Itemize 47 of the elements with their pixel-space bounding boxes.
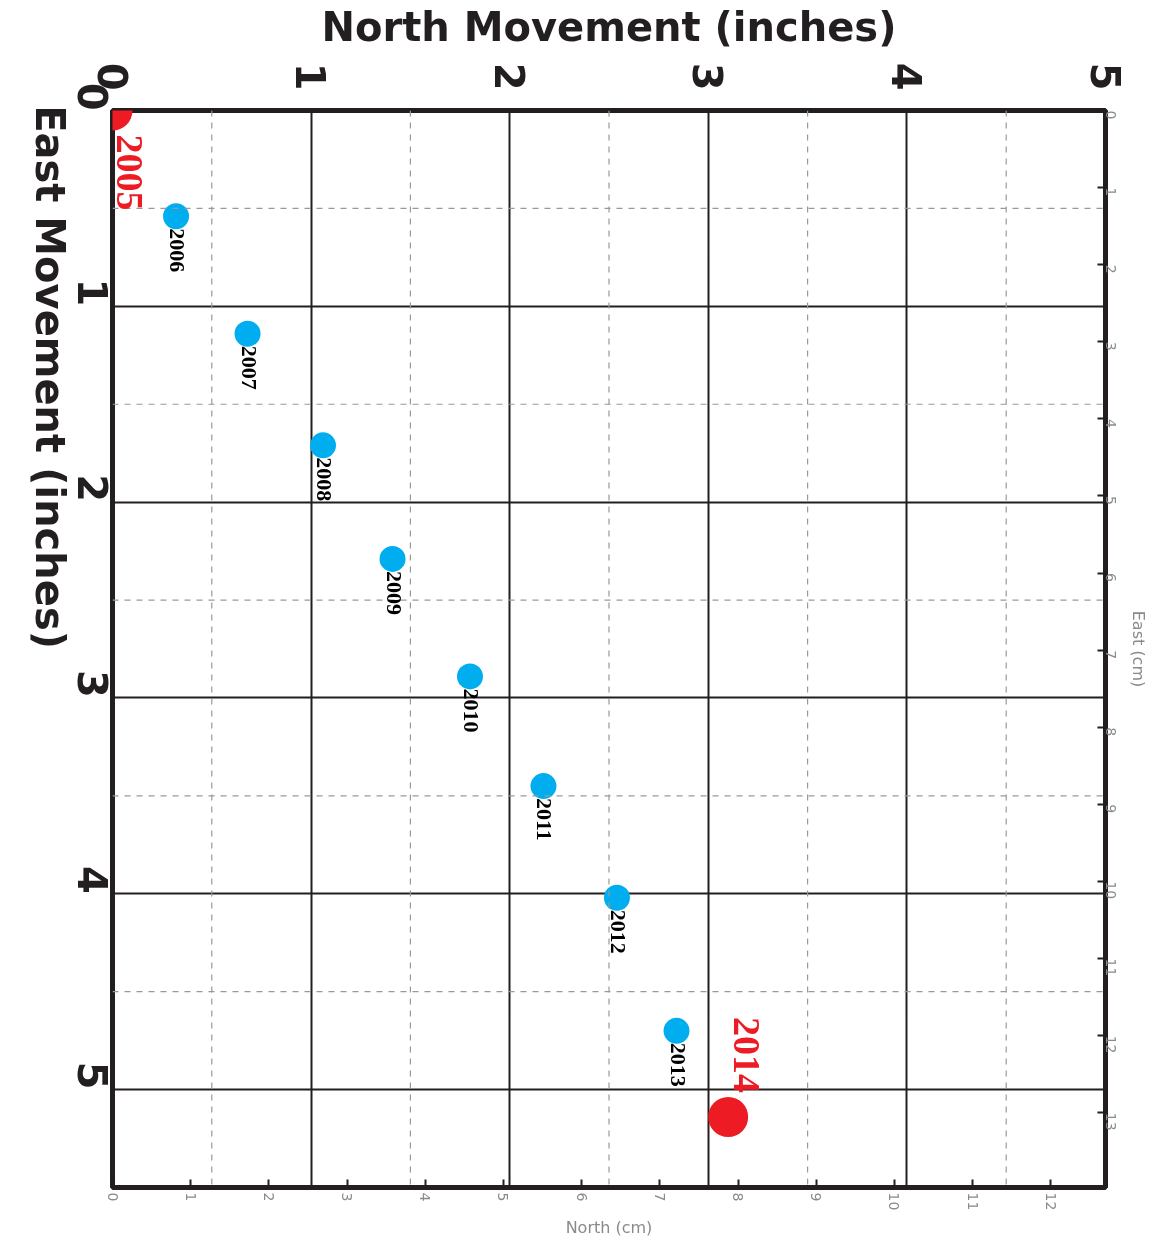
x2-tick-label: 4 — [417, 1192, 434, 1202]
x-tick-label: 5 — [1081, 62, 1128, 91]
x2-tick-label: 12 — [1042, 1192, 1059, 1211]
y2-tick-label: 3 — [1102, 341, 1119, 351]
annotation: 2014 — [726, 1017, 769, 1094]
x2-axis-title: North (cm) — [565, 1218, 653, 1238]
x2-tick-label: 6 — [573, 1192, 590, 1202]
y2-tick-label: 1 — [1102, 187, 1119, 197]
x-tick-label: 1 — [287, 62, 334, 91]
x2-tick-label: 7 — [651, 1192, 668, 1202]
x2-tick-label: 1 — [182, 1192, 199, 1202]
y2-tick-label: 13 — [1102, 1112, 1119, 1131]
annotation: 2007 — [236, 345, 262, 390]
y2-tick-label: 7 — [1102, 650, 1119, 660]
y2-tick-label: 5 — [1102, 495, 1119, 505]
annotation: 2011 — [532, 798, 558, 841]
y2-tick-label: 0 — [1102, 110, 1119, 120]
x2-tick-label: 8 — [730, 1192, 747, 1202]
annotation: 2006 — [165, 228, 191, 273]
y2-tick-label: 11 — [1102, 958, 1119, 977]
y2-axis-title: East (cm) — [1128, 610, 1148, 688]
y-tick-label: 5 — [68, 1061, 115, 1090]
annotation: 2008 — [312, 457, 338, 502]
x-tick-label: 2 — [485, 62, 532, 91]
annotation: 2013 — [665, 1042, 691, 1087]
annotation: 2005 — [108, 134, 151, 211]
x2-tick-label: 5 — [495, 1192, 512, 1202]
y2-tick-label: 8 — [1102, 727, 1119, 737]
x-axis-title: North Movement (inches) — [321, 3, 897, 50]
y2-tick-label: 6 — [1102, 573, 1119, 583]
y2-tick-label: 2 — [1102, 264, 1119, 274]
x2-tick-label: 9 — [808, 1192, 825, 1202]
x2-tick-label: 3 — [339, 1192, 356, 1202]
annotation: 2010 — [458, 688, 484, 733]
annotation: 2012 — [605, 909, 631, 954]
annotation: 2009 — [381, 570, 407, 615]
y-tick-label: 4 — [68, 865, 115, 894]
y2-tick-label: 4 — [1102, 418, 1119, 428]
x-tick-label: 4 — [882, 62, 929, 91]
x2-tick-label: 2 — [260, 1192, 277, 1202]
x-tick-label: 3 — [684, 62, 731, 91]
x2-tick-label: 11 — [964, 1192, 981, 1211]
y-tick-label: 3 — [68, 670, 115, 698]
x2-tick-label: 10 — [886, 1192, 903, 1211]
y2-tick-label: 10 — [1102, 881, 1119, 900]
y2-tick-label: 12 — [1102, 1035, 1119, 1054]
y2-tick-label: 9 — [1102, 804, 1119, 814]
